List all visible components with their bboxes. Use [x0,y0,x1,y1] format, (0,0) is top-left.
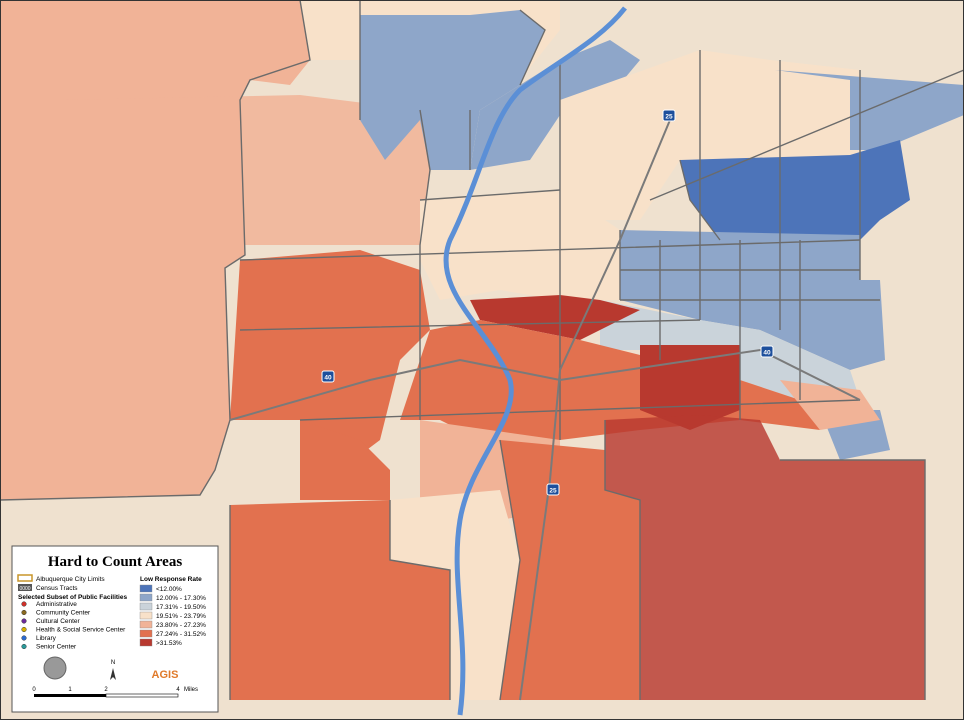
shield-number: 25 [665,114,673,121]
legend-box [11,545,219,713]
tract [230,500,450,700]
class-swatch [139,620,153,629]
tract [390,490,520,700]
legend-subtitle: Low Response Rate [140,576,202,583]
shield-number: 25 [549,488,557,495]
legend-subtitle: Selected Subset of Public Facilities [18,594,127,601]
tract-boundaries [0,0,964,701]
shield-number: 40 [324,375,332,382]
tract-swatch [18,584,32,591]
legend-label: Albuquerque City Limits [36,576,105,583]
shield [546,483,560,496]
tract [640,345,740,430]
shield [760,345,774,358]
facility-symbol [21,601,27,607]
boundary [229,420,926,701]
class-label: 17.31% - 19.50% [156,604,206,611]
tract [470,40,640,170]
class-label: 19.51% - 23.79% [156,613,206,620]
tract [65,95,430,245]
scale-label: 0 [32,687,36,693]
class-swatch [139,593,153,602]
class-label: 12.00% - 17.30% [156,595,206,602]
north-label: N [111,660,115,666]
scale-label: 2 [104,687,108,693]
response-classes: <12.00% 12.00% - 17.30% 17.31% - 19.50% 19.… [139,584,206,647]
boundary [239,189,880,421]
class-swatch [139,602,153,611]
city-seal [43,656,67,680]
interstate-25 [519,119,671,701]
class-label: >31.53% [156,640,182,647]
tract [470,295,640,340]
scale-unit: Miles [184,687,198,693]
interstate-40 [229,348,861,421]
facility-symbol [21,626,27,633]
legend-label: Census Tracts [36,585,78,592]
shield [662,109,676,122]
facility-label: Cultural Center [36,618,81,625]
facility-label: Library [36,635,57,642]
interstate-shields: 40 25 40 25 [321,109,774,496]
tract [560,50,860,220]
class-swatch [139,638,153,647]
facility-symbol [21,635,27,641]
facility-label: Senior Center [36,644,77,651]
shield-number: 40 [763,350,771,357]
tract [420,190,620,300]
rio-grande [443,6,627,716]
class-swatch [139,611,153,620]
tract [500,440,640,700]
scale-label: 4 [176,687,180,693]
facility-label: Community Center [36,610,91,617]
boundary [359,0,964,201]
scale-bar: 0 1 2 4 Miles [32,687,198,698]
facility-label: Administrative [36,601,77,608]
class-swatch [139,629,153,638]
tract [605,415,925,700]
tract [680,140,910,240]
class-label: <12.00% [156,586,182,593]
facility-symbol [21,618,27,624]
tract [780,380,880,430]
shield [321,370,335,383]
scale-segment [34,694,106,697]
tract [230,250,430,480]
class-swatch [139,584,153,593]
class-label: 27.24% - 31.52% [156,631,206,638]
facility-label: Health & Social Service Center [36,627,126,634]
tract [360,10,545,170]
tract-sample: 0000 [19,586,30,592]
facility-symbol [21,643,27,650]
scale-label: 1 [68,687,72,693]
tract [300,420,390,500]
legend-title: Hard to Count Areas [48,554,182,570]
city-limits-swatch [17,574,33,582]
class-label: 23.80% - 27.23% [156,622,206,629]
north-arrow [110,668,116,680]
facility-symbol [21,609,27,616]
boundary [0,0,311,501]
logo: AGIS [152,669,179,681]
legend: Hard to Count Areas Albuquerque City Lim… [11,545,219,713]
scale-segment [105,693,179,698]
